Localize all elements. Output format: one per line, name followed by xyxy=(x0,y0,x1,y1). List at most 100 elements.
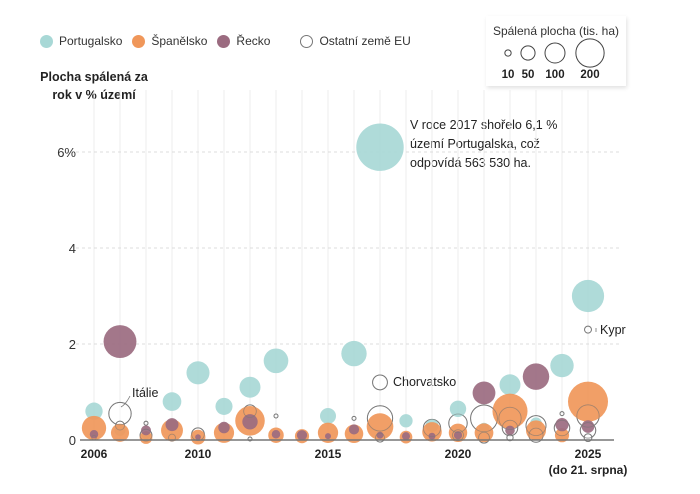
bubble-portugalsko-2006 xyxy=(85,402,103,420)
y-axis-title-line-1: Plocha spálená za xyxy=(40,70,148,84)
y-tick-label: 6% xyxy=(57,145,76,160)
bubble-outline-other-eu-2017 xyxy=(366,405,394,432)
bubble-outline-other-eu-2023 xyxy=(525,415,547,437)
bubble-outline-other-eu-2025 xyxy=(583,433,593,442)
size-legend: Spálená plocha (tis. ha) xyxy=(486,16,626,86)
bubble--ecko-2011 xyxy=(218,421,230,434)
annotation-line-2: území Portugalska, což xyxy=(410,137,540,151)
bubble--pan-lsko-2006 xyxy=(81,415,107,441)
bubble--ecko-2020 xyxy=(453,431,463,440)
bubble--pan-lsko-2008 xyxy=(139,431,153,444)
bubble-outline-other-eu-2016 xyxy=(351,415,357,421)
legend-label-other-eu: Ostatní země EU xyxy=(319,34,411,48)
bubble-portugalsko-2016 xyxy=(341,340,367,367)
leader-italy xyxy=(120,395,131,408)
bubble-outline-other-eu-2007 xyxy=(108,402,132,426)
size-legend-label-10: 10 xyxy=(502,69,515,81)
legend-swatch-portugal xyxy=(40,34,53,48)
label-italy: Itálie xyxy=(132,386,159,400)
bubble--ecko-2023 xyxy=(522,363,550,390)
x-tick-label: 2010 xyxy=(185,447,212,461)
bubble--ecko-2016 xyxy=(348,424,360,435)
x-tick-sublabel: (do 21. srpna) xyxy=(549,463,628,477)
bubble-outline-other-eu-2022 xyxy=(501,419,519,437)
bubble--ecko-2009 xyxy=(165,418,179,432)
bubble-outline-other-eu-2025 xyxy=(579,422,597,439)
bubble-portugalsko-2017 xyxy=(356,123,404,171)
x-tick-label: 2006 xyxy=(81,447,108,461)
bubble--ecko-2013 xyxy=(271,429,281,439)
size-legend-title: Spálená plocha (tis. ha) xyxy=(492,24,620,38)
legend-label-greece: Řecko xyxy=(236,34,271,48)
x-tick-label: 2020 xyxy=(445,447,472,461)
label-cyprus: Kypr xyxy=(600,323,626,337)
bubble--ecko-2015 xyxy=(325,433,331,440)
size-legend-label-200: 200 xyxy=(580,69,599,81)
size-legend-circle-200 xyxy=(575,38,605,68)
bubble--ecko-2008 xyxy=(141,425,151,436)
bubble--ecko-2019 xyxy=(428,432,436,440)
bubble--pan-lsko-2019 xyxy=(422,422,442,442)
legend-swatch-other-eu xyxy=(300,34,314,48)
bubble-portugalsko-2024 xyxy=(550,353,574,378)
y-tick-label: 2 xyxy=(69,337,76,352)
bubble--pan-lsko-2017 xyxy=(366,413,394,440)
bubble--pan-lsko-2022 xyxy=(492,393,528,429)
bubble-outline-other-eu-2022 xyxy=(506,434,514,442)
bubble-portugalsko-2015 xyxy=(320,408,336,424)
bubble-portugalsko-2010 xyxy=(186,361,210,385)
bubble--ecko-2022 xyxy=(505,425,515,436)
legend-label-spain: Španělsko xyxy=(151,34,208,48)
legend-item-greece: Řecko xyxy=(217,34,270,48)
size-legend-label-100: 100 xyxy=(545,69,564,81)
bubble-portugalsko-2022 xyxy=(499,374,521,396)
bubble-outline-other-eu-2025 xyxy=(584,325,592,334)
bubble-portugalsko-2020 xyxy=(449,400,467,417)
bubble-portugalsko-2011 xyxy=(215,397,233,415)
bubble-outline-other-eu-2022 xyxy=(498,406,522,430)
x-tick-label: 2015 xyxy=(315,447,342,461)
legend: Portugalsko Španělsko Řecko Ostatní země… xyxy=(40,34,421,48)
size-legend-circle-50 xyxy=(520,45,536,61)
bubble--ecko-2021 xyxy=(472,381,496,405)
bubble--ecko-2012 xyxy=(242,414,258,430)
bubble-outline-other-eu-2019 xyxy=(422,418,442,438)
bubble--pan-lsko-2007 xyxy=(110,423,130,442)
bubble-outline-other-eu-2007 xyxy=(115,420,125,431)
bubble--pan-lsko-2023 xyxy=(526,420,546,441)
label-croatia: Chorvatsko xyxy=(393,375,457,389)
legend-item-other-eu: Ostatní země EU xyxy=(300,34,411,48)
bubble-outline-other-eu-2021 xyxy=(478,431,490,444)
bubble-outline-other-eu-2020 xyxy=(448,413,468,433)
bubble-portugalsko-2013 xyxy=(263,348,289,374)
bubble--ecko-2010 xyxy=(195,434,201,440)
legend-swatch-greece xyxy=(217,34,231,48)
bubble--pan-lsko-2021 xyxy=(474,423,494,443)
bubble-outline-other-eu-2025 xyxy=(576,404,600,428)
bubble-portugalsko-2018 xyxy=(399,414,413,428)
size-legend-circle-10 xyxy=(504,49,512,57)
y-tick-label: 0 xyxy=(69,433,76,448)
bubble-outline-other-eu-2009 xyxy=(168,433,176,442)
bubble--ecko-2014 xyxy=(296,430,308,441)
size-legend-circle-100 xyxy=(544,42,566,64)
bubble-portugalsko-2025 xyxy=(571,279,605,313)
bubble--ecko-2007 xyxy=(103,325,137,359)
bubble-outline-other-eu-2012 xyxy=(247,436,253,442)
bubble-outline-other-eu-2024 xyxy=(559,411,565,417)
bubble-outline-other-eu-2023 xyxy=(528,427,544,443)
bubble-portugalsko-2009 xyxy=(162,392,182,411)
legend-swatch-spain xyxy=(132,34,146,48)
bubble-outline-other-eu-2008 xyxy=(143,420,149,426)
y-tick-label: 4 xyxy=(69,241,76,256)
bubble-portugalsko-2012 xyxy=(239,376,261,398)
bubble-outline-other-eu-2012 xyxy=(243,404,257,418)
bubble-outline-other-eu-2017 xyxy=(372,374,388,391)
bubble-outline-other-eu-2024 xyxy=(553,419,571,437)
bubble--pan-lsko-2015 xyxy=(317,422,339,443)
bubble-outline-other-eu-2008 xyxy=(139,428,153,442)
legend-label-portugal: Portugalsko xyxy=(59,34,123,48)
x-tick-label: 2025 xyxy=(575,447,602,461)
legend-item-portugal: Portugalsko xyxy=(40,34,122,48)
